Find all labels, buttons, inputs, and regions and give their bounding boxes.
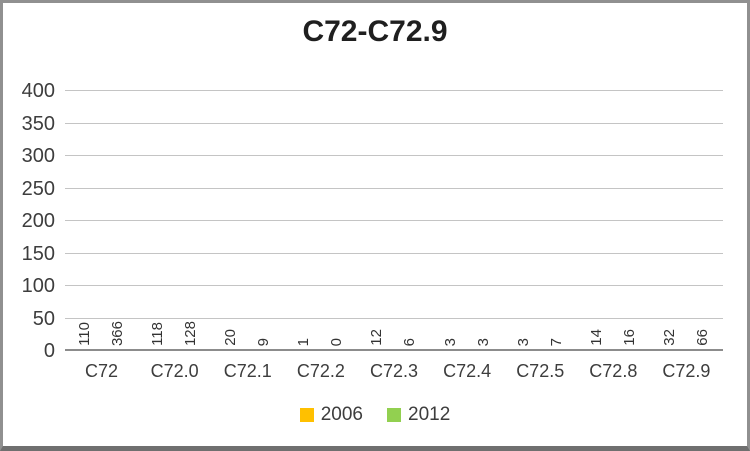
bar-unit: 3 <box>471 338 497 351</box>
x-axis-line <box>65 349 723 351</box>
bar-unit: 66 <box>690 329 716 351</box>
bar-unit: 0 <box>324 338 350 351</box>
data-label: 110 <box>76 322 94 346</box>
bar-group: 14 16 <box>577 91 650 351</box>
bar-unit: 14 <box>584 329 610 351</box>
bar-unit: 7 <box>544 338 570 351</box>
bar-group: 110 366 <box>65 91 138 351</box>
bar-group: 32 66 <box>650 91 723 351</box>
bar-unit: 366 <box>105 321 131 351</box>
x-tick-label: C72 <box>85 361 119 381</box>
data-label: 9 <box>255 337 273 346</box>
bar-unit: 3 <box>511 338 537 351</box>
y-tick-label: 100 <box>21 275 55 297</box>
data-label: 128 <box>182 320 200 346</box>
y-tick-label: 250 <box>21 177 55 200</box>
bar-unit: 118 <box>145 322 171 351</box>
x-tick-label: C72.1 <box>223 361 272 381</box>
y-tick-label: 150 <box>21 242 55 265</box>
data-label: 3 <box>474 337 492 346</box>
data-label: 6 <box>401 337 419 346</box>
x-tick-label: C72.9 <box>662 361 711 381</box>
bar-group: 20 9 <box>211 91 284 351</box>
y-tick-label: 50 <box>32 307 55 330</box>
bar-unit: 128 <box>178 321 204 351</box>
y-tick-label: 0 <box>43 340 55 362</box>
data-label: 3 <box>514 337 532 346</box>
data-label: 366 <box>109 320 127 346</box>
bar-unit: 6 <box>397 338 423 351</box>
x-tick-label: C72.0 <box>150 361 199 381</box>
plot-area: 110 366 118 128 20 9 1 0 12 6 3 3 3 7 14 16 32 66 <box>65 90 723 351</box>
bar-group: 12 6 <box>357 91 430 351</box>
y-tick-label: 300 <box>21 145 55 167</box>
data-label: 12 <box>368 329 386 346</box>
chart-title: C72-C72.9 <box>302 15 448 48</box>
legend-label: 2012 <box>408 404 451 425</box>
x-axis-labels: C72 C72.0 C72.1 C72.2 C72.3 C72.4 C72.5 C72.8 C7… <box>65 361 723 382</box>
legend-swatch-icon <box>299 408 314 422</box>
legend-item-2012: 2012 <box>387 404 450 426</box>
data-label: 16 <box>620 329 638 346</box>
legend: 2006 2012 <box>3 404 747 426</box>
data-label: 0 <box>328 337 346 346</box>
data-label: 20 <box>222 329 240 346</box>
data-label: 7 <box>547 337 565 346</box>
y-axis-labels: 0 50 100 150 200 250 300 350 400 <box>3 80 55 362</box>
data-label: 1 <box>295 337 313 346</box>
gridline <box>65 317 723 319</box>
data-label: 66 <box>693 329 711 346</box>
legend-swatch-icon <box>387 408 401 422</box>
data-label: 118 <box>149 322 167 346</box>
gridline <box>65 252 723 254</box>
legend-item-2006: 2006 <box>299 404 363 426</box>
gridline <box>65 220 723 221</box>
bar-unit: 12 <box>364 329 390 351</box>
data-label: 14 <box>587 329 605 346</box>
bar-unit: 3 <box>438 338 464 351</box>
gridline <box>65 155 723 156</box>
bar-unit: 32 <box>657 329 683 351</box>
bar-groups: 110 366 118 128 20 9 1 0 12 6 3 3 3 7 14 16 32 66 <box>65 91 723 351</box>
data-label: 32 <box>660 329 678 346</box>
gridline <box>65 285 723 286</box>
gridline <box>65 90 723 91</box>
x-tick-label: C72.2 <box>296 361 345 381</box>
bar-unit: 20 <box>218 329 244 351</box>
x-tick-label: C72.3 <box>369 361 419 381</box>
legend-label: 2006 <box>320 404 363 425</box>
bar-unit: 110 <box>72 322 98 351</box>
y-tick-label: 350 <box>21 112 55 135</box>
y-tick-label: 200 <box>21 210 55 232</box>
y-tick-label: 400 <box>21 80 55 102</box>
x-tick-label: C72.5 <box>516 361 565 381</box>
gridline <box>65 122 723 124</box>
bar-group: 118 128 <box>138 91 211 351</box>
bar-unit: 9 <box>251 338 277 351</box>
gridline <box>65 187 723 189</box>
bar-unit: 1 <box>291 338 317 351</box>
x-tick-label: C72.4 <box>443 361 492 381</box>
x-tick-label: C72.8 <box>589 361 638 381</box>
data-label: 3 <box>441 337 459 346</box>
bar-unit: 16 <box>617 329 643 351</box>
